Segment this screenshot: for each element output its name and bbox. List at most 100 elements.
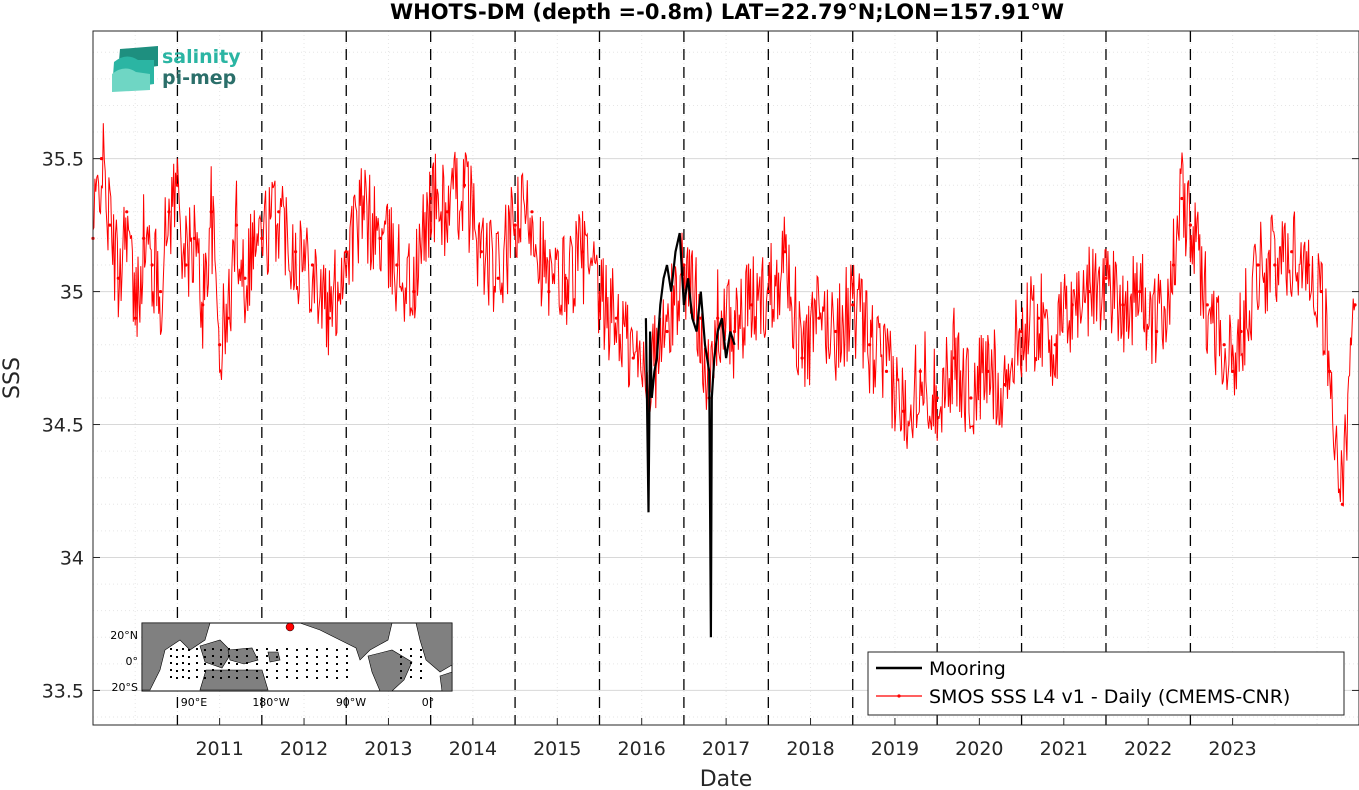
data-point-smos	[1256, 263, 1260, 267]
data-point-smos	[125, 210, 129, 214]
inset-array-marker	[266, 676, 268, 678]
inset-xtick-label: 90°W	[336, 696, 366, 709]
data-point-smos	[1180, 196, 1184, 201]
data-point-smos	[1070, 303, 1074, 307]
inset-array-marker	[176, 670, 178, 672]
data-point-smos	[1306, 263, 1311, 267]
data-point-smos	[986, 369, 990, 373]
inset-array-marker	[220, 663, 222, 665]
inset-y-tick-labels: 20°N 0° 20°S	[110, 629, 138, 694]
data-point-smos	[699, 316, 703, 320]
inset-array-marker	[204, 677, 206, 679]
data-point-smos	[530, 210, 534, 214]
data-point-smos	[631, 356, 635, 360]
inset-array-marker	[256, 677, 258, 679]
inset-array-marker	[212, 648, 214, 650]
inset-array-marker	[176, 677, 178, 679]
data-point-smos	[1087, 289, 1091, 294]
chart-title: WHOTS-DM (depth =-0.8m) LAT=22.79°N;LON=…	[390, 0, 1064, 24]
inset-array-marker	[182, 655, 184, 657]
data-point-smos	[547, 289, 551, 294]
inset-array-marker	[306, 662, 308, 664]
inset-array-marker	[204, 670, 206, 672]
data-point-smos	[1104, 276, 1108, 280]
data-point-smos	[1053, 343, 1057, 347]
inset-array-marker	[326, 648, 328, 650]
inset-array-marker	[182, 669, 184, 671]
inset-array-marker	[204, 656, 206, 658]
data-point-smos	[1340, 502, 1344, 506]
inset-array-marker	[346, 669, 348, 671]
inset-array-marker	[276, 649, 278, 651]
data-point-smos	[395, 263, 399, 267]
x-tick-label: 2022	[1124, 738, 1172, 760]
inset-array-marker	[220, 677, 222, 679]
inset-array-marker	[306, 648, 308, 650]
data-point-smos	[184, 263, 188, 267]
inset-array-marker	[212, 676, 214, 678]
inset-array-marker	[286, 648, 288, 650]
inset-array-marker	[256, 670, 258, 672]
data-point-smos	[412, 289, 416, 294]
inset-array-marker	[400, 656, 402, 658]
inset-array-marker	[212, 655, 214, 657]
inset-array-marker	[420, 663, 422, 665]
year-divider-lines	[176, 31, 1192, 725]
inset-array-marker	[400, 677, 402, 679]
inset-array-marker	[420, 649, 422, 651]
data-point-smos	[218, 343, 222, 347]
data-point-smos	[234, 223, 239, 227]
inset-array-marker	[188, 663, 190, 665]
inset-array-marker	[212, 669, 214, 671]
data-point-smos	[1353, 303, 1357, 307]
inset-array-marker	[236, 649, 238, 651]
inset-array-marker	[316, 677, 318, 679]
inset-array-marker	[420, 677, 422, 679]
data-point-smos	[175, 183, 180, 187]
data-point-smos	[327, 316, 331, 320]
inset-array-marker	[204, 649, 206, 651]
inset-landmasses	[141, 622, 453, 692]
inset-array-marker	[276, 670, 278, 672]
legend: Mooring SMOS SSS L4 v1 - Daily (CMEMS-CN…	[867, 651, 1345, 716]
series-line-mooring	[644, 232, 736, 638]
x-tick-label: 2020	[955, 738, 1003, 760]
x-tick-label: 2011	[195, 738, 243, 760]
data-point-smos	[201, 303, 205, 307]
inset-array-marker	[266, 655, 268, 657]
data-point-smos	[1138, 289, 1142, 294]
data-point-smos	[665, 329, 669, 334]
data-point-smos	[150, 263, 154, 267]
inset-array-marker	[170, 669, 172, 671]
data-point-smos	[851, 303, 855, 307]
inset-array-marker	[306, 669, 308, 671]
inset-xtick-label: 180°W	[252, 696, 289, 709]
inset-array-marker	[336, 663, 338, 665]
location-inset-map: 20°N 0° 20°S 90°E 180°W 90°W 0°	[110, 622, 453, 709]
inset-array-marker	[182, 662, 184, 664]
legend-label-mooring: Mooring	[929, 658, 1006, 680]
data-point-smos	[243, 276, 247, 280]
legend-marker-smos	[897, 694, 901, 698]
inset-mooring-location-marker	[285, 622, 295, 632]
data-point-smos	[749, 303, 754, 307]
data-point-smos	[901, 409, 905, 413]
inset-array-marker	[188, 677, 190, 679]
y-tick-label: 34	[60, 547, 84, 569]
inset-array-marker	[410, 662, 412, 664]
data-point-smos	[783, 250, 787, 254]
x-tick-label: 2013	[364, 738, 412, 760]
data-point-smos	[682, 263, 686, 267]
data-point-smos	[445, 210, 450, 214]
y-tick-label: 33.5	[42, 680, 84, 702]
data-point-smos	[716, 316, 720, 320]
inset-array-marker	[170, 676, 172, 678]
inset-mooring-array-markers	[170, 648, 422, 679]
data-point-smos	[800, 356, 804, 360]
inset-array-marker	[182, 648, 184, 650]
inset-array-marker	[236, 663, 238, 665]
inset-array-marker	[336, 670, 338, 672]
inset-array-marker	[196, 655, 198, 657]
data-point-smos	[1003, 383, 1007, 387]
inset-array-marker	[170, 655, 172, 657]
